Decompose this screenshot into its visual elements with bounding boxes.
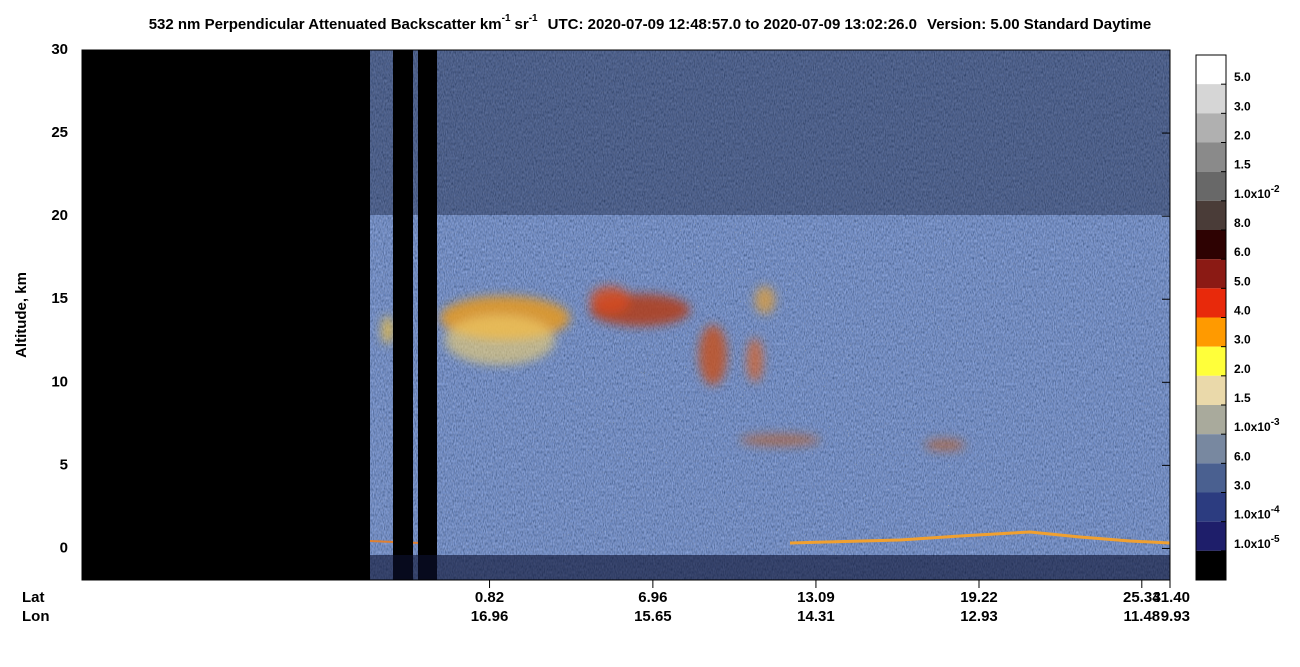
colorbar-label-text: 1.5 [1234, 391, 1251, 405]
x-row-label: Lat [22, 589, 45, 606]
x-tick-label: 16.96 [471, 608, 509, 625]
plot-frame [81, 49, 1171, 581]
colorbar-swatch [1196, 288, 1226, 318]
colorbar-swatch [1196, 142, 1226, 172]
colorbar-label-text: 6.0 [1234, 450, 1251, 464]
colorbar-label-exp: -5 [1271, 533, 1280, 544]
chart-title: 532 nm Perpendicular Attenuated Backscat… [149, 13, 1152, 33]
colorbar-label-text: 2.0 [1234, 362, 1251, 376]
colorbar-label-text: 3.0 [1234, 100, 1251, 114]
colorbar-label-text: 2.0 [1234, 129, 1251, 143]
colorbar-swatch [1196, 200, 1226, 230]
title-time: UTC: 2020-07-09 12:48:57.0 to 2020-07-09… [548, 16, 917, 33]
colorbar-label-text: 1.0x10 [1234, 187, 1271, 201]
x-tick-label: 6.96 [638, 589, 667, 606]
colorbar-label-text: 8.0 [1234, 216, 1251, 230]
y-tick-label: 20 [51, 207, 68, 224]
clouds [382, 286, 965, 451]
x-tick-label: 12.93 [960, 608, 998, 625]
colorbar-label: 1.0x10-4 [1234, 504, 1280, 522]
y-tick-label: 0 [60, 539, 68, 556]
colorbar-label-exp: -3 [1271, 417, 1280, 428]
no-data [418, 50, 437, 580]
title-unit: sr [515, 16, 529, 33]
y-tick-label: 25 [51, 124, 68, 141]
title-version: Version: 5.00 Standard Daytime [927, 16, 1151, 33]
curtain [82, 50, 1170, 580]
colorbar-label-text: 5.0 [1234, 70, 1251, 84]
surface [789, 530, 1170, 545]
x-tick-label: 9.93 [1161, 608, 1190, 625]
x-tick-label: 14.31 [797, 608, 835, 625]
colorbar-swatch [1196, 492, 1226, 522]
speckle [560, 215, 960, 555]
colorbar-label-text: 1.0x10 [1234, 508, 1271, 522]
colorbar-swatch [1196, 171, 1226, 201]
colorbar-swatch [1196, 84, 1226, 114]
colorbar-swatch [1196, 521, 1226, 551]
upper-shade [370, 50, 1170, 215]
colorbar-label: 1.0x10-2 [1234, 183, 1280, 201]
x-tick-label: 31.40 [1152, 589, 1190, 606]
x-tick-label: 13.09 [797, 589, 835, 606]
title-exp: -1 [502, 13, 511, 24]
colorbar-swatch [1196, 550, 1226, 580]
colorbar-label-text: 1.0x10 [1234, 420, 1271, 434]
colorbar-label: 5.0 [1234, 275, 1251, 289]
title-main: 532 nm Perpendicular Attenuated Backscat… [149, 16, 502, 33]
colorbar-label: 3.0 [1234, 100, 1251, 114]
colorbar-label: 1.0x10-3 [1234, 417, 1280, 435]
subsurface [370, 555, 1170, 580]
colorbar-label-text: 4.0 [1234, 304, 1251, 318]
colorbar-label: 8.0 [1234, 216, 1251, 230]
colorbar-label-text: 3.0 [1234, 479, 1251, 493]
colorbar-label-text: 1.0x10 [1234, 537, 1271, 551]
colorbar-label: 2.0 [1234, 129, 1251, 143]
x-tick-label: 25.34 [1123, 589, 1161, 606]
colorbar-label: 3.0 [1234, 333, 1251, 347]
colorbar-label: 6.0 [1234, 245, 1251, 259]
x-tick-label: 0.82 [475, 589, 504, 606]
colorbar-label-exp: -4 [1271, 504, 1280, 515]
colorbar-swatch [1196, 317, 1226, 347]
colorbar-label-exp: -2 [1271, 183, 1280, 194]
colorbar-swatch [1196, 55, 1226, 85]
colorbar-swatch [1196, 375, 1226, 405]
colorbar-label-text: 5.0 [1234, 275, 1251, 289]
colorbar-label-text: 6.0 [1234, 245, 1251, 259]
y-tick-label: 5 [60, 456, 68, 473]
colorbar-label: 1.0x10-5 [1234, 533, 1280, 551]
title-exp: -1 [529, 13, 538, 24]
colorbar-label: 6.0 [1234, 450, 1251, 464]
colorbar-label: 5.0 [1234, 70, 1251, 84]
colorbar-label: 3.0 [1234, 479, 1251, 493]
colorbar-swatch [1196, 113, 1226, 143]
y-tick-label: 10 [51, 373, 68, 390]
colorbar-swatch [1196, 405, 1226, 435]
colorbar-swatch [1196, 230, 1226, 260]
colorbar-swatch [1196, 434, 1226, 464]
x-tick-label: 19.22 [960, 589, 998, 606]
colorbar-label: 1.5 [1234, 158, 1251, 172]
colorbar-label-text: 3.0 [1234, 333, 1251, 347]
colorbar-swatch [1196, 346, 1226, 376]
colorbar-label: 2.0 [1234, 362, 1251, 376]
x-tick-label: 11.48 [1123, 608, 1160, 625]
x-tick-label: 15.65 [634, 608, 672, 625]
y-axis-label: Altitude, km [13, 272, 30, 358]
x-row-label: Lon [22, 608, 50, 625]
colorbar-swatch [1196, 259, 1226, 289]
no-data [393, 50, 413, 580]
colorbar-label-text: 1.5 [1234, 158, 1251, 172]
y-tick-label: 30 [51, 41, 68, 58]
colorbar-swatch [1196, 463, 1226, 493]
colorbar-label: 1.5 [1234, 391, 1251, 405]
colorbar-label: 4.0 [1234, 304, 1251, 318]
y-tick-label: 15 [51, 290, 68, 307]
